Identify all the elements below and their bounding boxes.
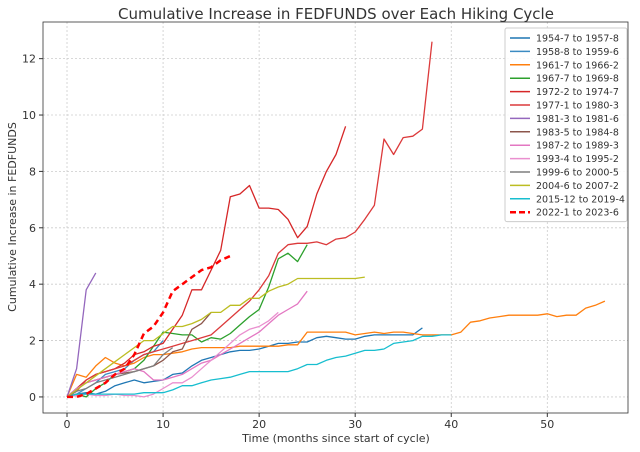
x-tick-label: 20	[252, 418, 266, 431]
legend-label: 1993-4 to 1995-2	[536, 154, 619, 165]
legend-label: 1954-7 to 1957-8	[536, 34, 619, 45]
series-line-1983-5 to 1984-8	[66, 311, 212, 398]
legend-label: 1987-2 to 1989-3	[536, 141, 619, 152]
x-tick-label: 40	[444, 418, 458, 431]
chart-title: Cumulative Increase in FEDFUNDS over Eac…	[118, 5, 554, 23]
series-line-1961-7 to 1966-2	[66, 300, 606, 398]
y-tick-label: 6	[29, 222, 36, 235]
legend-label: 1999-6 to 2000-5	[536, 168, 619, 179]
legend-label: 1977-1 to 1980-3	[536, 101, 619, 112]
x-tick-label: 30	[348, 418, 362, 431]
x-tick-label: 50	[540, 418, 554, 431]
y-tick-label: 4	[29, 278, 36, 291]
series-line-2015-12 to 2019-4	[66, 334, 452, 398]
series-line-1999-6 to 2000-5	[66, 347, 174, 398]
legend-label: 1972-2 to 1974-7	[536, 87, 619, 98]
legend-label: 1983-5 to 1984-8	[536, 127, 619, 138]
series-line-1972-2 to 1974-7	[66, 126, 347, 398]
series-line-1977-1 to 1980-3	[66, 41, 433, 398]
x-tick-label: 10	[156, 418, 170, 431]
series-line-1954-7 to 1957-8	[66, 327, 423, 398]
series-line-2022-1 to 2023-6	[67, 254, 231, 399]
legend: 1954-7 to 1957-8 1958-8 to 1959-6 1961-7 t…	[504, 27, 628, 223]
y-tick-label: 2	[29, 335, 36, 348]
x-tick-label: 0	[64, 418, 71, 431]
series-line-1993-4 to 1995-2	[66, 311, 279, 398]
y-tick-label: 0	[29, 391, 36, 404]
legend-label: 1981-3 to 1981-6	[536, 114, 619, 125]
series-line-1987-2 to 1989-3	[66, 290, 308, 398]
series-line-2004-6 to 2007-2	[66, 276, 365, 398]
legend-box	[504, 27, 628, 223]
y-axis-label: Cumulative Increase in FEDFUNDS	[6, 122, 19, 312]
x-axis-label: Time (months since start of cycle)	[241, 432, 430, 445]
legend-label: 1958-8 to 1959-6	[536, 47, 619, 58]
legend-label: 2004-6 to 2007-2	[536, 181, 619, 192]
axis-ticks: 0 10 20 30 40 50 0 2 4 6 8 10 12	[22, 53, 554, 431]
series-lines	[66, 41, 606, 399]
legend-label: 2015-12 to 2019-4	[536, 194, 625, 205]
plot-frame	[42, 21, 629, 414]
y-tick-label: 12	[22, 53, 36, 66]
series-line-1981-3 to 1981-6	[66, 272, 97, 398]
y-tick-label: 8	[29, 165, 36, 178]
y-tick-label: 10	[22, 109, 36, 122]
legend-label: 1967-7 to 1969-8	[536, 74, 619, 85]
legend-label: 1961-7 to 1966-2	[536, 60, 619, 71]
legend-label: 2022-1 to 2023-6	[536, 208, 619, 219]
